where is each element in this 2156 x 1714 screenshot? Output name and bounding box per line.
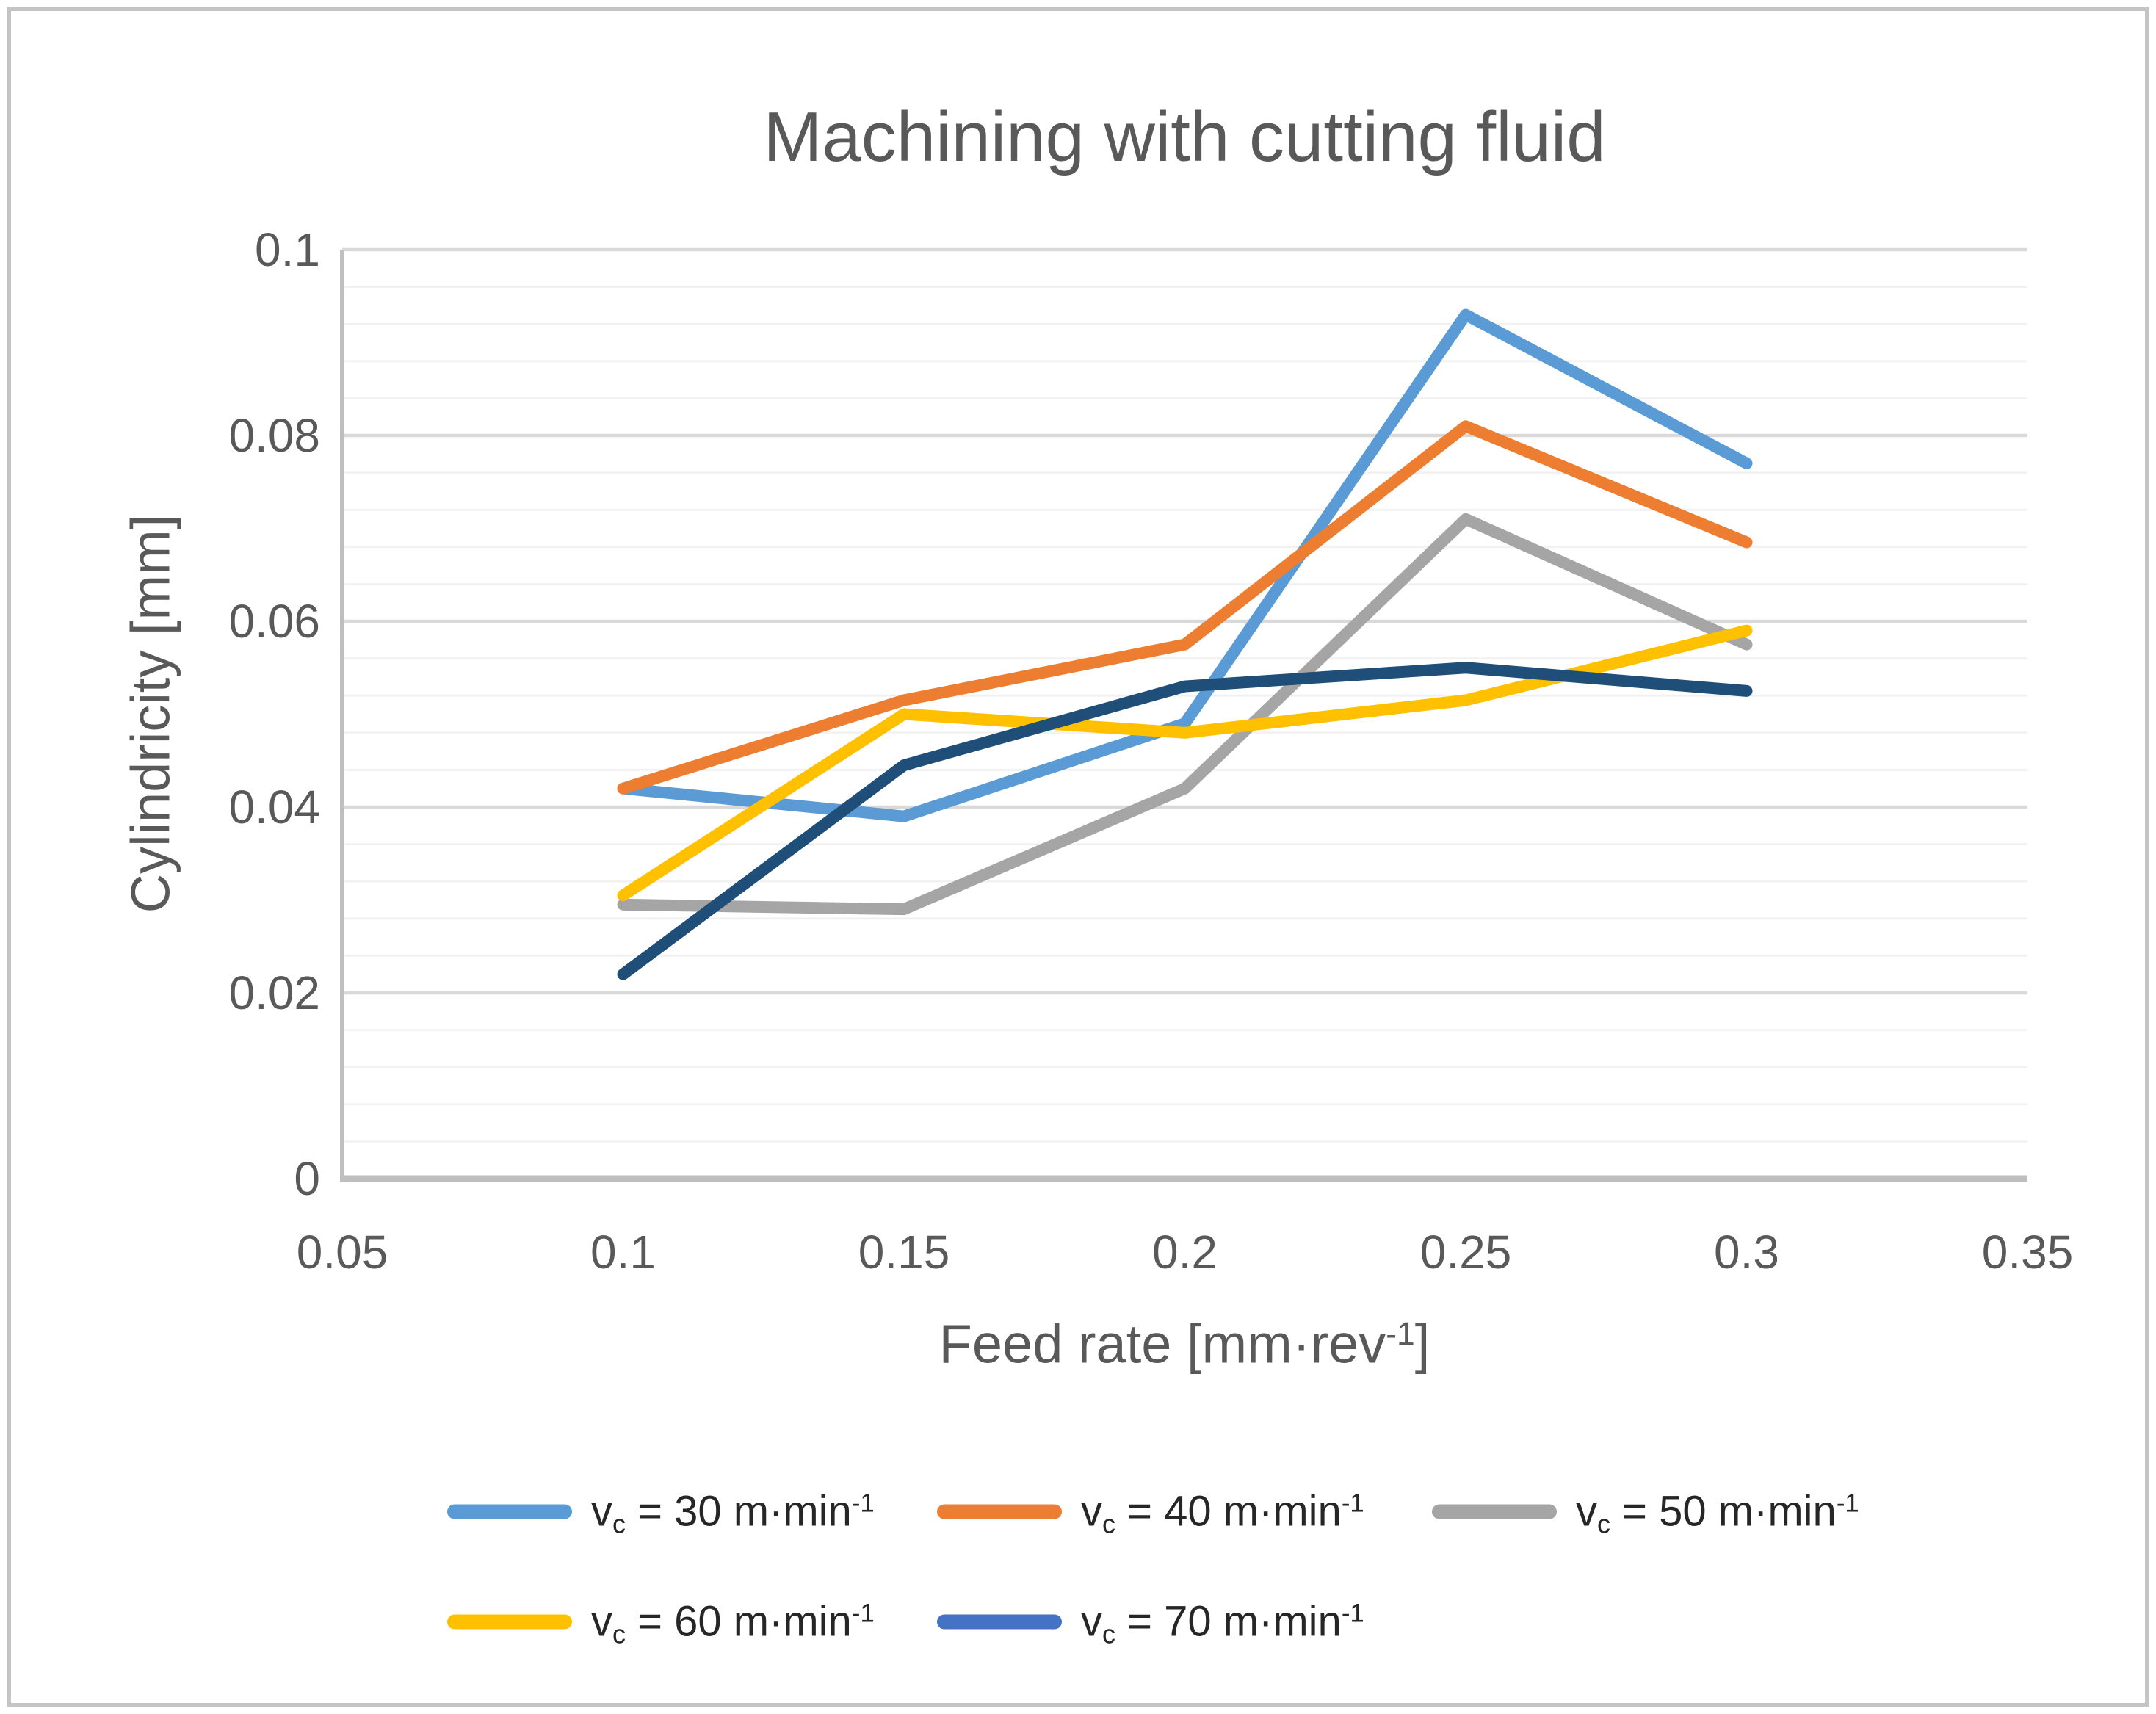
- legend-label-vc-60: vc = 60 m·min-1: [591, 1597, 875, 1649]
- x-tick-label-03: 0.3: [1714, 1226, 1779, 1279]
- series-line-5: [617, 662, 1753, 980]
- x-tick-label-02: 0.2: [1152, 1226, 1218, 1279]
- x-tick-label-015: 0.15: [858, 1226, 950, 1279]
- y-tick-label-004: 0.04: [228, 781, 320, 834]
- legend-item-vc-30: vc = 30 m·min-1: [447, 1487, 875, 1539]
- x-tick-label-01: 0.1: [590, 1226, 656, 1279]
- series-line-3: [617, 513, 1753, 916]
- y-tick-label-01: 0.1: [255, 223, 320, 276]
- y-tick-label-008: 0.08: [228, 409, 320, 462]
- x-axis-title-main: Feed rate [mm·rev: [938, 1313, 1386, 1375]
- x-axis-title-superscript: -1: [1386, 1316, 1415, 1353]
- y-tick-label-0: 0: [294, 1152, 320, 1205]
- series-line-2: [617, 420, 1753, 795]
- legend-item-vc-40: vc = 40 m·min-1: [937, 1487, 1364, 1539]
- y-tick-label-006: 0.06: [228, 595, 320, 648]
- legend-label-vc-40: vc = 40 m·min-1: [1081, 1487, 1364, 1539]
- legend-label-vc-50: vc = 50 m·min-1: [1576, 1487, 1859, 1539]
- legend-swatch-vc-60: [447, 1614, 572, 1629]
- chart-title: Machining with cutting fluid: [763, 98, 1606, 176]
- legend-swatch-vc-70: [937, 1614, 1062, 1629]
- legend-item-vc-50: vc = 50 m·min-1: [1432, 1487, 1859, 1539]
- x-tick-label-005: 0.05: [296, 1226, 388, 1279]
- legend-swatch-vc-40: [937, 1504, 1062, 1519]
- legend-item-vc-60: vc = 60 m·min-1: [447, 1597, 875, 1649]
- series-line-1: [617, 308, 1753, 822]
- legend-item-vc-70: vc = 70 m·min-1: [937, 1597, 1364, 1649]
- x-axis-title: Feed rate [mm·rev-1]: [939, 1313, 1430, 1375]
- legend-label-vc-70: vc = 70 m·min-1: [1081, 1597, 1364, 1649]
- x-tick-label-025: 0.25: [1419, 1226, 1512, 1279]
- legend-swatch-vc-30: [447, 1504, 572, 1519]
- y-axis-title: Cylindricity [mm]: [120, 514, 181, 914]
- legend-swatch-vc-50: [1432, 1504, 1557, 1519]
- legend-label-vc-30: vc = 30 m·min-1: [591, 1487, 875, 1539]
- y-tick-label-002: 0.02: [228, 966, 320, 1019]
- x-tick-label-035: 0.35: [1981, 1226, 2074, 1279]
- x-axis-title-close: ]: [1414, 1313, 1430, 1375]
